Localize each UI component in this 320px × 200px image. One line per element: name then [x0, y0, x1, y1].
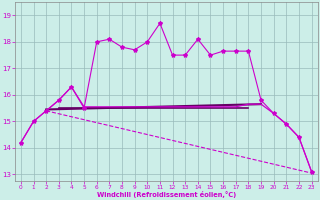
- X-axis label: Windchill (Refroidissement éolien,°C): Windchill (Refroidissement éolien,°C): [97, 191, 236, 198]
